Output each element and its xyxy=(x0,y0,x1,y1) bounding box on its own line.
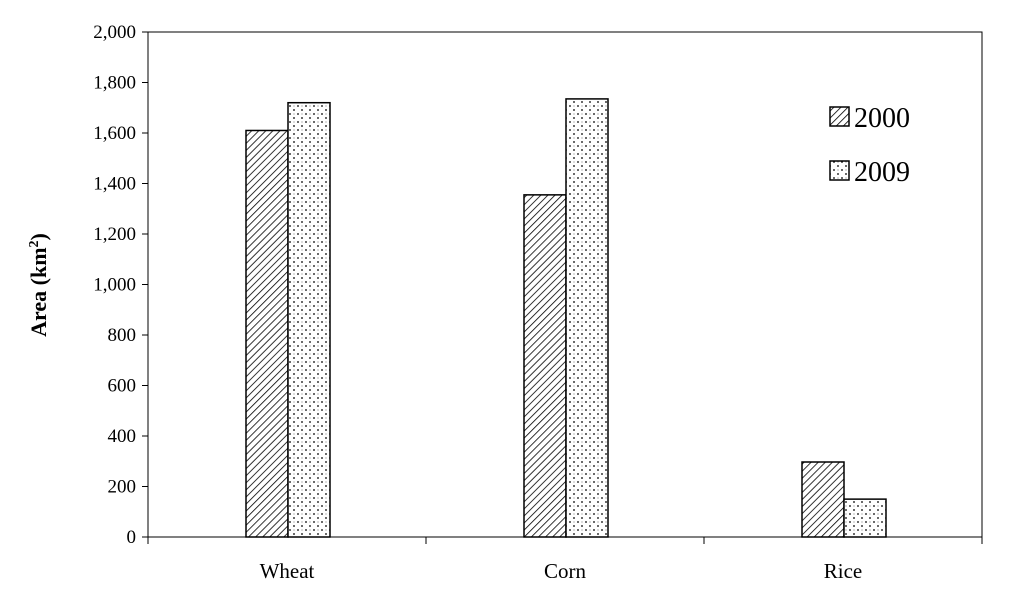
y-tick-label: 1,800 xyxy=(93,73,136,94)
legend: 2000 2009 xyxy=(829,103,910,188)
x-tick-label-rice: Rice xyxy=(824,559,862,583)
x-tick-label-corn: Corn xyxy=(544,559,587,583)
y-axis-label-close: ) xyxy=(26,233,51,240)
y-axis-label: Area (km2) xyxy=(26,233,51,337)
y-tick-label: 1,600 xyxy=(93,123,136,144)
bar-wheat-2000 xyxy=(245,129,289,538)
y-axis-label-main: Area (km xyxy=(26,247,51,336)
bars-group xyxy=(245,98,887,538)
y-tick-label: 200 xyxy=(108,477,137,498)
bar-corn-2000 xyxy=(523,194,567,538)
y-tick-label: 1,200 xyxy=(93,224,136,245)
bar-corn-2009 xyxy=(565,98,609,538)
legend-label-2000: 2000 xyxy=(854,103,910,134)
bar-rice-2009 xyxy=(843,498,887,538)
x-tick-label-wheat: Wheat xyxy=(260,559,315,583)
y-axis-label-sup: 2 xyxy=(27,240,42,247)
y-tick-label: 2,000 xyxy=(93,22,136,43)
y-tick-label: 1,400 xyxy=(93,174,136,195)
y-tick-label: 600 xyxy=(108,376,137,397)
axes-group: Wheat Corn Rice 0 200 400 600 800 1,000 1,200 1,40… xyxy=(93,22,983,583)
bar-rice-2000 xyxy=(801,461,845,538)
y-tick-label: 400 xyxy=(108,426,137,447)
y-tick-label: 1,000 xyxy=(93,275,136,296)
y-tick-label: 0 xyxy=(127,527,137,548)
bar-wheat-2009 xyxy=(287,101,331,538)
y-tick-label: 800 xyxy=(108,325,137,346)
legend-swatch-2000 xyxy=(829,106,850,127)
legend-swatch-2009 xyxy=(829,160,850,181)
legend-label-2009: 2009 xyxy=(854,157,910,188)
